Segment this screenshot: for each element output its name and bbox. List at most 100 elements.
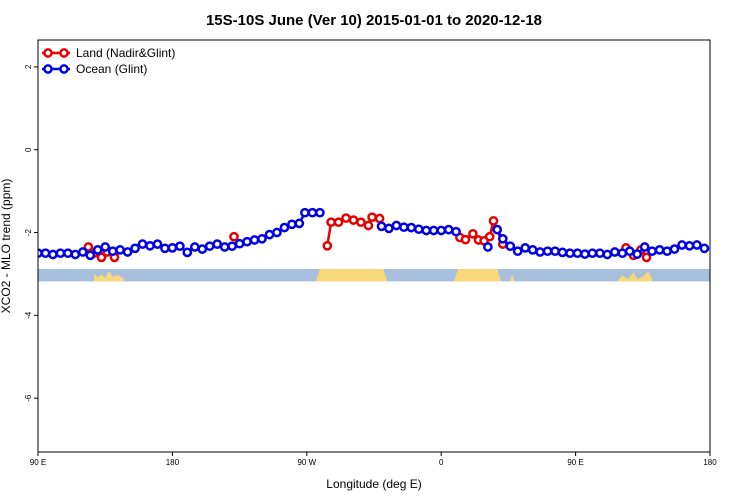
land-point — [641, 252, 652, 263]
ocean-point — [542, 246, 553, 257]
ocean-point — [145, 240, 155, 251]
ocean-point — [632, 249, 643, 259]
ocean-point — [557, 247, 568, 258]
series-layer — [38, 207, 710, 263]
ocean-point — [669, 244, 680, 254]
ocean-point — [287, 219, 297, 230]
x-tick-label: 180 — [703, 458, 717, 467]
ocean-point — [497, 233, 508, 244]
land-patch-5 — [618, 271, 653, 282]
ocean-point — [527, 245, 538, 255]
legend: Land (Nadir&Glint) Ocean (Glint) — [42, 46, 175, 76]
ocean-point — [492, 224, 503, 235]
ocean-point — [77, 247, 88, 257]
land-patch-3 — [487, 271, 492, 282]
ocean-point — [406, 222, 417, 233]
land-point — [326, 217, 336, 228]
ocean-point — [122, 247, 133, 257]
legend-label: Land (Nadir&Glint) — [76, 46, 175, 60]
ocean-point — [692, 240, 702, 250]
x-tick-label: 90 W — [297, 458, 316, 467]
ocean-point — [595, 248, 605, 259]
ocean-point — [580, 249, 590, 259]
ocean-point — [279, 222, 290, 233]
ocean-point — [512, 246, 523, 257]
land-point — [322, 240, 333, 251]
ocean-point — [212, 239, 223, 249]
ocean-point — [257, 233, 267, 244]
ocean-point — [443, 224, 454, 235]
ocean-point — [272, 227, 282, 238]
y-tick-label: -6 — [24, 394, 33, 402]
land-point — [356, 217, 366, 228]
land-patch-0 — [94, 271, 124, 282]
ocean-point — [189, 242, 200, 252]
ocean-point — [307, 207, 318, 218]
x-axis: 90 E 180 90 W 0 90 E 180 — [30, 452, 717, 467]
land-point — [341, 213, 351, 223]
ocean-point — [647, 246, 657, 257]
ocean-point — [677, 240, 687, 250]
land-point — [229, 231, 239, 242]
legend-label: Ocean (Glint) — [76, 62, 147, 76]
legend-item-ocean: Ocean (Glint) — [42, 62, 147, 76]
land-point — [460, 234, 471, 245]
ocean-point — [300, 207, 310, 218]
ocean-point — [520, 243, 531, 253]
ocean-point — [152, 239, 163, 249]
ocean-point — [436, 225, 447, 236]
legend-marker — [43, 64, 53, 74]
ocean-point — [602, 249, 613, 260]
ocean-point — [483, 242, 493, 252]
ocean-point — [572, 248, 583, 259]
legend-marker — [59, 48, 69, 58]
ocean-point — [535, 247, 545, 257]
y-tick-label: -4 — [24, 311, 33, 319]
ocean-point — [505, 241, 516, 252]
ocean-point — [684, 240, 695, 251]
ocean-point — [662, 246, 672, 257]
ocean-point — [130, 243, 140, 254]
y-tick-label: 2 — [24, 64, 33, 69]
y-tick-label: 0 — [24, 147, 33, 152]
ocean-point — [182, 247, 193, 258]
land-point — [484, 231, 495, 242]
land-patch-2 — [454, 269, 501, 282]
x-tick-label: 90 E — [30, 458, 46, 467]
y-axis: 2 0 -2 -4 -6 — [24, 64, 38, 402]
ocean-point — [421, 225, 432, 236]
ocean-point — [92, 245, 103, 255]
plot-frame — [37, 39, 711, 453]
ocean-point — [294, 218, 305, 229]
ocean-point — [219, 242, 230, 252]
ocean-point — [451, 226, 461, 237]
ocean-point — [204, 241, 215, 252]
ocean-point — [384, 223, 394, 234]
ocean-point — [70, 249, 81, 260]
y-tick-label: -2 — [24, 228, 33, 236]
ocean-point — [137, 239, 148, 249]
ocean-point — [399, 222, 409, 233]
ocean-point — [63, 248, 73, 259]
legend-marker — [59, 64, 69, 74]
ocean-point — [160, 243, 170, 254]
chart-title: 15S-10S June (Ver 10) 2015-01-01 to 2020… — [206, 12, 542, 29]
ocean-point — [40, 248, 51, 259]
y-axis-label: XCO2 - MLO trend (ppm) — [0, 179, 13, 314]
ocean-point — [376, 221, 387, 232]
land-point — [348, 215, 359, 225]
land-patch-4 — [510, 274, 514, 282]
ocean-point — [85, 250, 96, 261]
ocean-point — [48, 249, 58, 260]
legend-marker — [43, 48, 53, 58]
ocean-series — [38, 207, 710, 261]
ocean-point — [639, 242, 650, 252]
land-point — [488, 216, 499, 226]
ocean-point — [699, 243, 710, 254]
ocean-point — [249, 235, 260, 245]
land-patch-1 — [316, 269, 388, 282]
ocean-point — [617, 248, 628, 259]
ocean-point — [428, 225, 439, 236]
land-ocean-band — [38, 268, 710, 282]
